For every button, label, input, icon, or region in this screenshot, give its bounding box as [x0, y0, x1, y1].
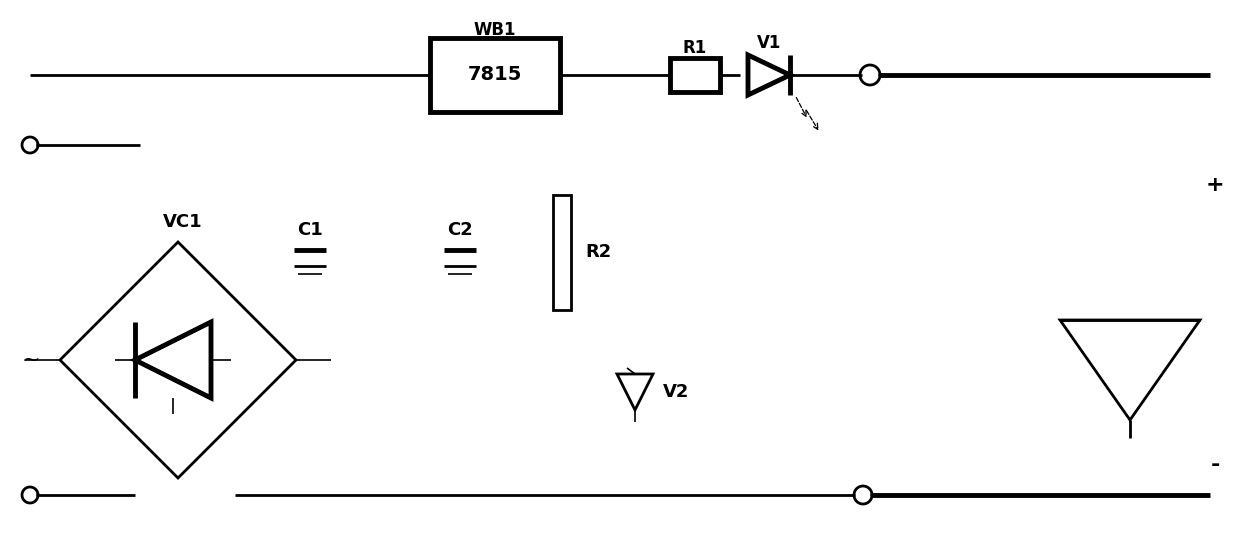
Text: V2: V2: [663, 383, 689, 401]
Text: C2: C2: [448, 221, 472, 239]
Text: R2: R2: [585, 243, 611, 261]
Polygon shape: [861, 65, 880, 85]
Text: -: -: [1210, 455, 1220, 475]
Polygon shape: [22, 487, 38, 503]
Text: V1: V1: [756, 34, 781, 52]
Bar: [553, 195, 570, 310]
Text: 7815: 7815: [467, 66, 522, 84]
Bar: [670, 58, 720, 92]
Text: WB1: WB1: [474, 21, 516, 39]
Text: C1: C1: [298, 221, 322, 239]
Polygon shape: [60, 242, 296, 478]
Polygon shape: [135, 322, 211, 398]
Polygon shape: [1060, 320, 1200, 420]
Text: R1: R1: [683, 39, 707, 57]
Text: +: +: [1205, 175, 1224, 195]
Polygon shape: [618, 374, 653, 410]
Bar: [430, 38, 560, 112]
Polygon shape: [748, 55, 790, 95]
Text: ~: ~: [22, 350, 41, 370]
Polygon shape: [22, 137, 38, 153]
Polygon shape: [854, 486, 872, 504]
Text: VC1: VC1: [164, 213, 203, 231]
